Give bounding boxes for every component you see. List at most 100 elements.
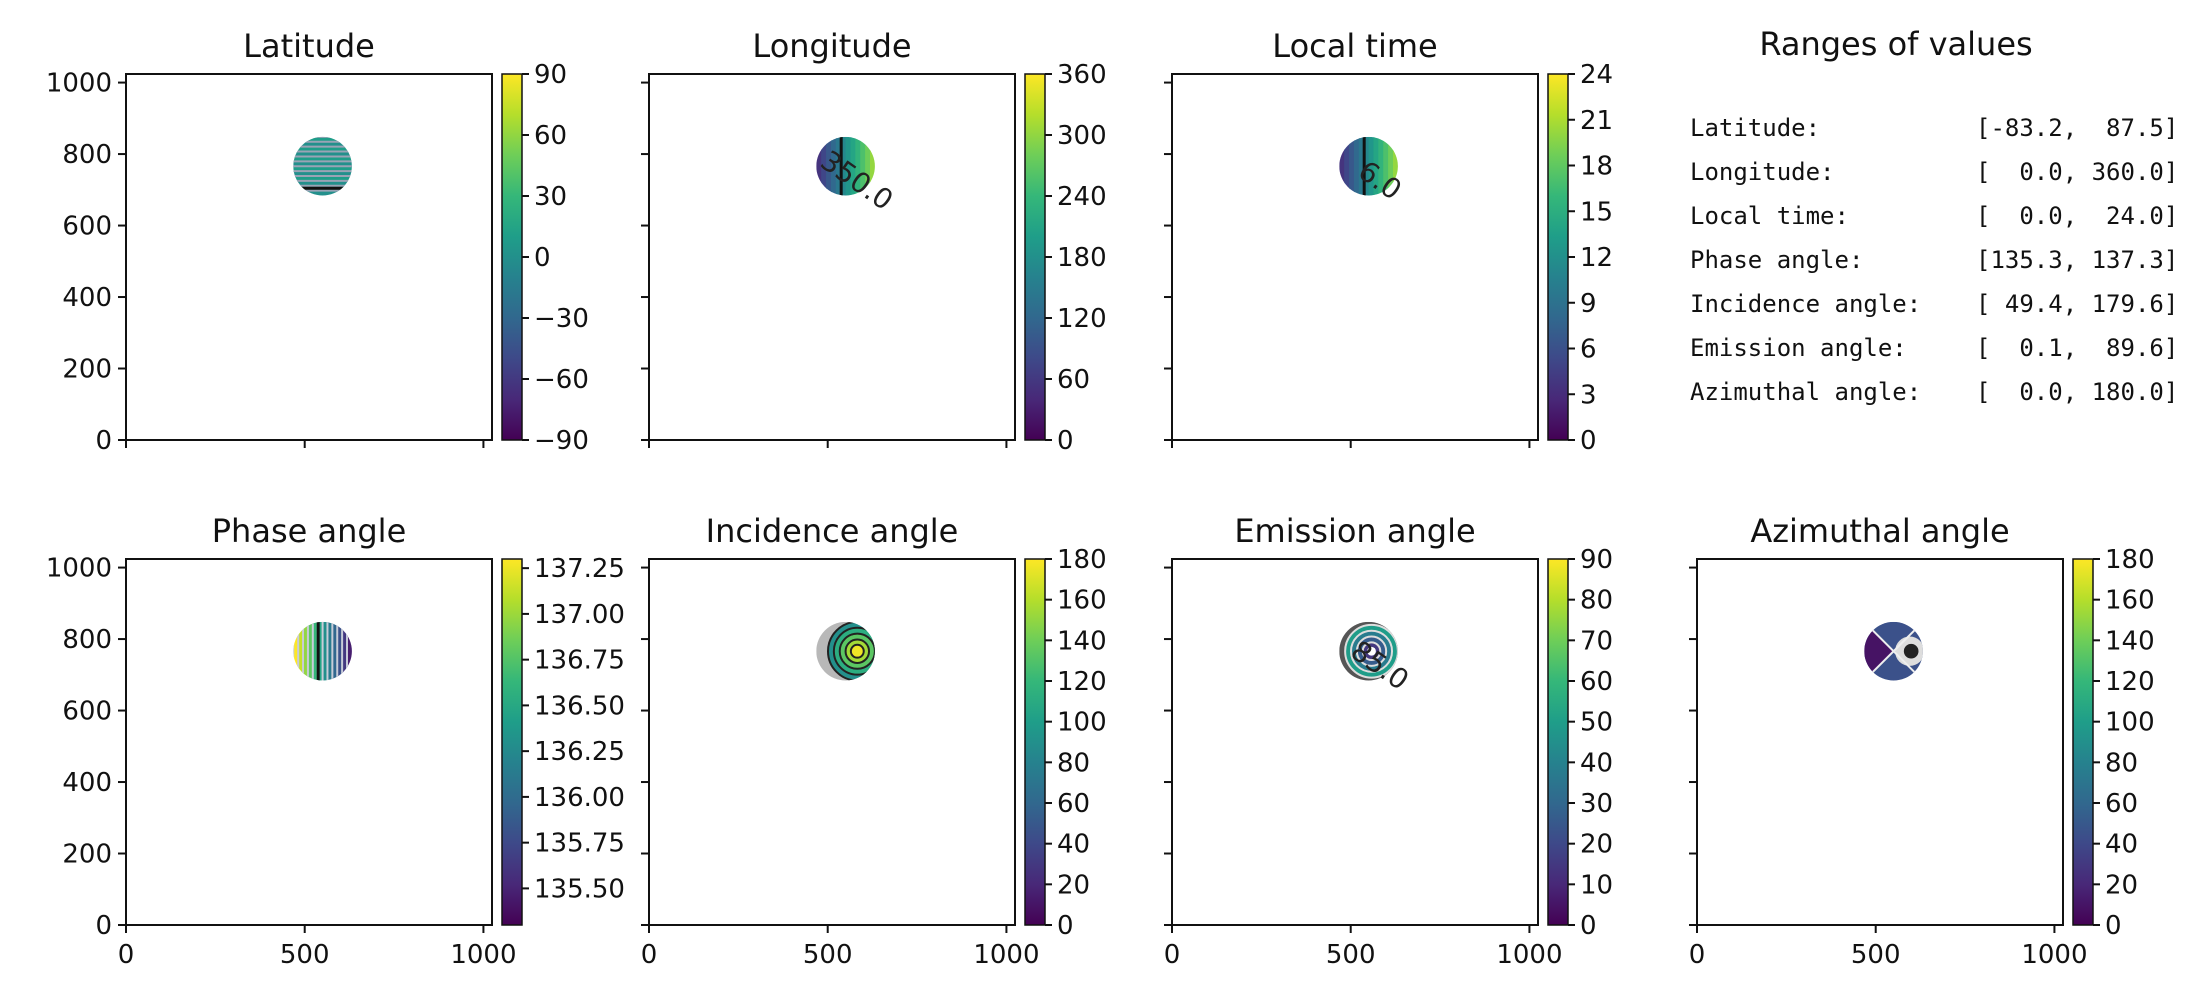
disk-center — [1367, 646, 1376, 656]
info-row-longitude: Longitude: [ 0.0, 360.0] — [1690, 150, 2200, 194]
colorbar-tick-label: 20 — [1580, 830, 1613, 860]
colorbar — [1024, 558, 1046, 926]
x-tick-label: 0 — [1164, 940, 1181, 970]
colorbar-tick-label: 135.50 — [534, 874, 625, 904]
x-tick-label: 1000 — [450, 940, 516, 970]
colorbar — [2072, 558, 2094, 926]
contour-ring — [849, 643, 865, 659]
colorbar-tick-label: 135.75 — [534, 829, 625, 859]
colorbar-tick-label: 136.50 — [534, 691, 625, 721]
colorbar-tick-label: 18 — [1580, 152, 1613, 182]
disk-band — [830, 136, 837, 196]
colorbar-tick-label: 6 — [1580, 335, 1597, 365]
subplot-incidence-angle: Incidence angle 0 500 1000 0 20 40 60 80 100 120 14… — [641, 512, 1107, 970]
colorbar-tick-label: 15 — [1580, 197, 1613, 227]
colorbar-tick-label: 12 — [1580, 243, 1613, 273]
info-row-phase-angle: Phase angle: [135.3, 137.3] — [1690, 238, 2200, 282]
disk-shade — [1903, 643, 1919, 659]
disk-image — [1339, 136, 1398, 196]
y-tick-label: 200 — [62, 840, 112, 870]
info-row-value: [ 0.1, 89.6] — [1976, 334, 2179, 362]
y-tick-label: 800 — [62, 140, 112, 170]
disk-band — [293, 171, 352, 177]
subplot-title: Latitude — [243, 27, 375, 65]
colorbar-tick-label: 20 — [2105, 870, 2138, 900]
y-tick-label: 1000 — [46, 554, 112, 584]
disk-image — [293, 621, 352, 681]
colorbar-tick-label: 140 — [1057, 626, 1107, 656]
y-tick-label: 600 — [62, 697, 112, 727]
subplot-title: Local time — [1272, 27, 1437, 65]
disk-image — [293, 136, 352, 196]
disk-band — [293, 180, 352, 187]
info-row-value: [ 0.0, 360.0] — [1976, 158, 2179, 186]
axes-frame — [1696, 558, 2064, 926]
axes-frame — [648, 73, 1016, 441]
y-tick-label: 200 — [62, 355, 112, 385]
subplot-phase-angle: Phase angle 0 500 1000 0 200 400 600 800 1000 135.… — [46, 512, 625, 970]
colorbar-tick-label: 3 — [1580, 380, 1597, 410]
x-tick-label: 1000 — [1496, 940, 1562, 970]
colorbar-tick-label: 24 — [1580, 60, 1613, 90]
disk-band — [293, 166, 352, 173]
info-row-label: Latitude: — [1690, 114, 1821, 142]
colorbar-tick-label: 120 — [1057, 667, 1107, 697]
x-tick-label: 1000 — [973, 940, 1039, 970]
disk-band — [293, 151, 352, 158]
info-rows: Latitude: [-83.2, 87.5] Longitude: [ 0.0, … — [1690, 106, 2200, 414]
colorbar-tick-label: 21 — [1580, 106, 1613, 136]
disk-image — [816, 621, 875, 681]
info-row-emission-angle: Emission angle: [ 0.1, 89.6] — [1690, 326, 2200, 370]
info-row-label: Emission angle: — [1690, 334, 1907, 362]
disk-band — [1339, 136, 1346, 196]
disk-band — [293, 621, 300, 681]
disk-image — [1864, 621, 1923, 681]
colorbar — [1024, 73, 1046, 441]
axes-frame — [125, 558, 493, 926]
x-tick-label: 1000 — [2021, 940, 2087, 970]
x-tick-label: 500 — [280, 940, 330, 970]
axes-frame — [125, 73, 493, 441]
disk-band — [298, 621, 305, 681]
y-tick-label: 0 — [95, 426, 112, 456]
colorbar-tick-label: 70 — [1580, 626, 1613, 656]
disk-band — [312, 621, 319, 681]
disk-band — [337, 621, 344, 681]
disk-band — [332, 621, 339, 681]
colorbar-tick-label: 60 — [1057, 365, 1090, 395]
y-tick-label: 600 — [62, 212, 112, 242]
subplot-title: Emission angle — [1234, 512, 1475, 550]
disk-band — [850, 136, 857, 196]
disk-band — [342, 621, 349, 681]
y-tick-label: 800 — [62, 625, 112, 655]
disk-band — [293, 141, 352, 148]
x-tick-label: 500 — [1851, 940, 1901, 970]
disk-band — [307, 621, 314, 681]
colorbar-tick-label: 50 — [1580, 708, 1613, 738]
info-row-value: [ 49.4, 179.6] — [1976, 290, 2179, 318]
colorbar-tick-label: 40 — [1057, 830, 1090, 860]
colorbar-tick-label: 120 — [2105, 667, 2155, 697]
colorbar-tick-label: 180 — [1057, 545, 1107, 575]
colorbar-tick-label: 60 — [1057, 789, 1090, 819]
colorbar-tick-label: 140 — [2105, 626, 2155, 656]
x-tick-label: 500 — [1326, 940, 1376, 970]
colorbar-tick-label: 120 — [1057, 304, 1107, 334]
y-tick-label: 1000 — [46, 69, 112, 99]
disk-band — [1349, 136, 1355, 196]
subplot-latitude: Latitude 0 200 400 600 800 1000 −90 −60 −30 0 30 60 9… — [46, 27, 589, 456]
disk-band — [821, 136, 828, 196]
colorbar-tick-label: 240 — [1057, 182, 1107, 212]
info-row-label: Phase angle: — [1690, 246, 1864, 274]
colorbar-tick-label: 30 — [534, 182, 567, 212]
disk-band — [855, 136, 862, 196]
colorbar-tick-label: 0 — [1580, 426, 1597, 456]
disk-band — [1383, 136, 1390, 196]
info-panel-title: Ranges of values — [1759, 25, 2033, 63]
disk-sector — [1864, 621, 1894, 681]
colorbar-tick-label: 136.25 — [534, 737, 625, 767]
x-tick-label: 0 — [1689, 940, 1706, 970]
info-row-label: Incidence angle: — [1690, 290, 1922, 318]
